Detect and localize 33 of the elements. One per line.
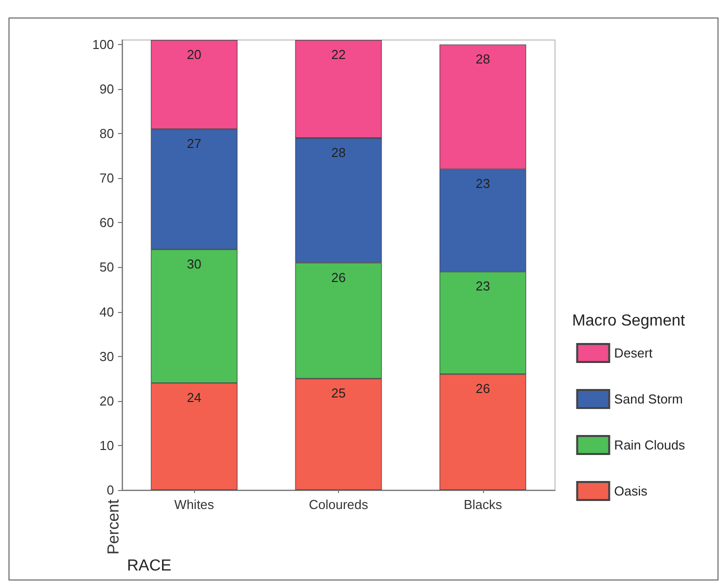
y-tick-label: 50 [100,260,114,275]
legend-label: Rain Clouds [614,438,686,452]
data-label: 20 [186,47,202,62]
data-label: 28 [476,51,490,66]
x-tick-label: Coloureds [308,497,369,512]
legend-title: Macro Segment [572,312,686,330]
data-label: 26 [476,381,490,396]
data-label: 30 [186,256,202,272]
y-tick-label: 90 [100,82,114,97]
y-tick-label: 60 [100,215,114,230]
data-label: 26 [331,270,346,285]
legend-label: Desert [614,346,653,360]
data-label: 23 [476,278,490,294]
y-tick-label: 80 [100,126,114,142]
data-label: 22 [331,47,346,62]
data-label: 25 [331,386,346,401]
y-tick-label: 40 [100,304,114,320]
y-tick-label: 10 [100,438,114,453]
x-tick-label: Blacks [464,497,502,512]
y-axis-title: Percent [106,498,122,555]
legend-label: Oasis [614,484,648,498]
y-tick-label: 0 [106,482,114,498]
data-label: 28 [331,145,346,160]
y-tick-label: 100 [92,36,114,52]
y-tick-label: 70 [100,170,114,186]
data-label: 24 [186,390,202,406]
y-tick-label: 30 [100,348,114,364]
x-axis-title: RACE [127,558,172,574]
x-tick-label: Whites [174,497,215,512]
legend-label: Sand Storm [614,392,683,406]
data-label: 23 [476,176,490,192]
data-label: 27 [186,136,202,152]
y-tick-label: 20 [100,393,114,408]
